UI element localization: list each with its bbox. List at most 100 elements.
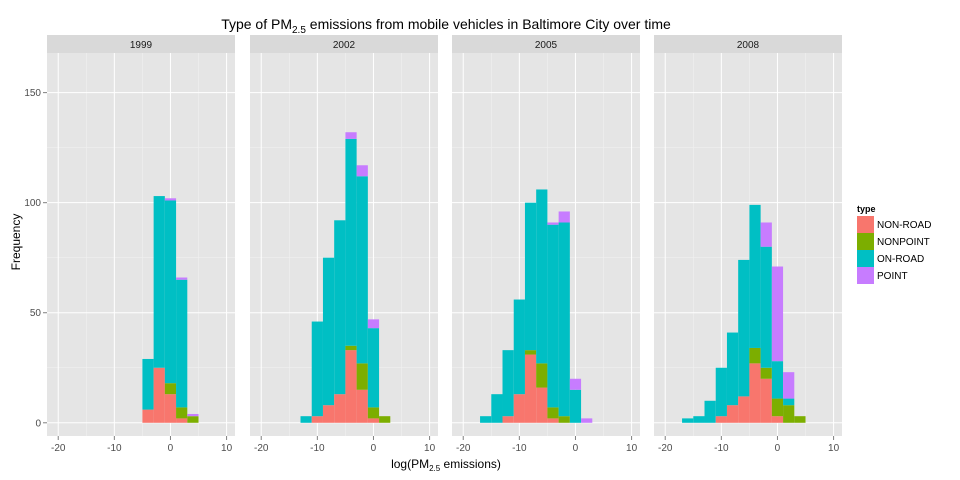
x-tick-label: -10 [310,443,325,454]
legend-title: type [857,204,876,214]
bar-point [164,198,177,201]
y-axis-title: Frequency [9,214,23,271]
x-tick-label: -20 [51,443,66,454]
facet-strip-label: 1999 [130,40,153,51]
bar-on-road [771,361,784,399]
x-axis-title-suffix: emissions) [440,457,501,471]
legend-label: POINT [877,271,908,282]
legend-key-non-road [857,216,874,233]
bar-nonpoint [749,347,761,364]
chart-title-subscript: 2.5 [292,25,306,36]
bar-on-road [704,400,716,423]
bar-on-road [164,200,177,384]
bar-non-road [142,409,154,423]
bar-nonpoint [345,345,357,351]
y-tick-label: 150 [24,88,41,99]
bar-nonpoint [783,405,795,423]
bar-non-road [176,418,188,423]
bar-point [569,378,582,390]
facet-panel-1999: 1999 -20 -10 0 10 [47,35,235,454]
x-axis-title: log(PM2.5 emissions) [391,457,501,473]
bar-on-road [524,202,537,351]
y-tick-label: 0 [35,418,41,429]
bar-point [558,211,570,223]
bar-on-road [558,222,570,417]
y-tick-label: 100 [24,198,41,209]
x-axis-title-subscript: 2.5 [429,464,441,473]
legend-key-nonpoint [857,233,874,250]
facet-strip-label: 2005 [535,40,558,51]
bar-point [547,222,559,225]
bar-point [760,222,772,247]
bar-non-road [502,416,514,423]
bar-nonpoint [524,350,537,355]
bar-on-road [345,138,357,346]
chart-title: Type of PM2.5 emissions from mobile vehi… [221,16,671,36]
bar-on-road [513,299,525,395]
facet-strip-label: 2008 [737,40,760,51]
x-tick-label: -20 [254,443,269,454]
facet-panel-2005: 2005 -20 -10 0 10 [452,35,640,454]
bar-non-road [322,405,335,423]
legend-label: ON-ROAD [877,254,924,265]
x-tick-label: 0 [168,443,174,454]
bar-nonpoint [187,416,199,423]
bar-point [356,165,368,177]
legend-key-on-road [857,250,874,267]
bar-on-road [311,321,323,417]
bar-non-road [345,350,357,423]
bar-on-road [491,394,503,423]
bar-non-road [547,418,559,423]
bar-on-road [334,220,346,395]
bar-nonpoint [164,383,177,395]
bar-on-road [480,416,492,423]
bar-on-road [715,367,727,417]
bar-non-road [536,387,548,423]
bar-on-road [322,257,335,406]
bar-nonpoint [794,416,806,423]
bar-point [176,277,188,280]
facet-panel-2008: 2008 -20 -10 0 10 [654,35,842,454]
x-tick-label: -20 [658,443,673,454]
bar-non-road [356,389,368,423]
bar-non-road [524,354,537,423]
legend-key-point [857,267,874,284]
bar-point [345,132,357,139]
x-tick-label: 10 [828,443,840,454]
bar-on-road [153,196,165,368]
bar-on-road [693,416,705,423]
bar-point [581,418,593,423]
bar-on-road [536,189,548,364]
bar-on-road [760,246,772,368]
bar-nonpoint [771,398,784,417]
bar-nonpoint [379,416,391,423]
bar-point [783,372,795,399]
bar-on-road [569,389,582,423]
bar-on-road [356,176,368,364]
bar-on-road [142,358,154,410]
x-tick-label: -10 [512,443,527,454]
bar-on-road [749,204,761,348]
legend-label: NONPOINT [877,237,930,248]
bar-point [367,319,380,329]
facet-strip [452,35,640,53]
x-tick-label: -10 [714,443,729,454]
bar-nonpoint [547,407,559,419]
x-axis-title-prefix: log(PM [391,457,429,471]
x-tick-label: 10 [221,443,233,454]
y-axis: 0 50 100 150 [24,88,47,429]
panel-background [47,53,235,436]
bar-non-road [367,418,380,423]
x-tick-label: 0 [371,443,377,454]
bar-non-road [760,378,772,423]
y-tick-label: 50 [30,308,42,319]
x-tick-label: -10 [107,443,122,454]
bar-on-road [367,328,380,408]
bar-on-road [738,259,750,397]
bar-on-road [783,398,795,406]
bar-nonpoint [536,363,548,388]
bar-non-road [749,363,761,423]
facet-strip [250,35,438,53]
bar-non-road [164,394,177,423]
bar-non-road [153,367,165,423]
